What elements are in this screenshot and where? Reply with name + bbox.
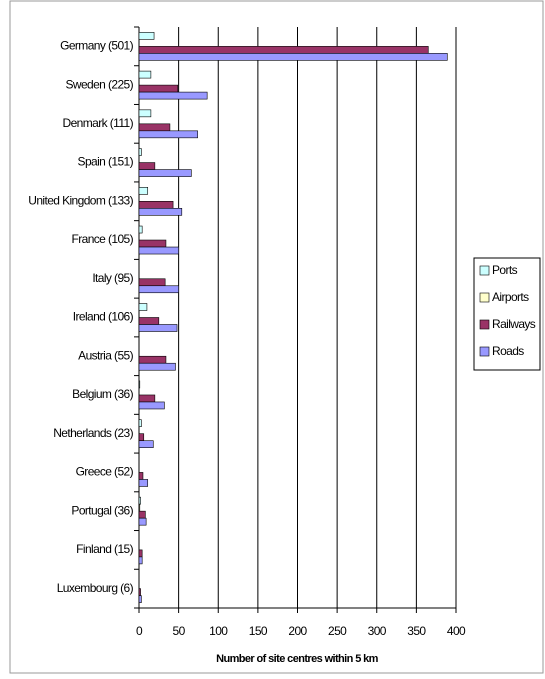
y-tick-label: Sweden (225) (65, 77, 133, 91)
y-tick-label: Belgium (36) (72, 387, 133, 401)
x-tick-label: 250 (328, 624, 347, 638)
bar (138, 517, 147, 526)
bar (138, 556, 143, 565)
y-tick-label: Spain (151) (78, 155, 134, 169)
x-tick-label: 350 (407, 624, 426, 638)
bar (138, 362, 176, 371)
bar (138, 46, 429, 54)
y-tick-label: United Kingdom (133) (28, 193, 133, 207)
bar (138, 246, 179, 255)
bar (138, 278, 166, 287)
bar (138, 496, 141, 505)
y-tick-label: France (105) (72, 232, 134, 246)
legend-swatch (479, 265, 490, 276)
y-tick-label: Greece (52) (76, 465, 134, 479)
bar (138, 285, 179, 294)
bar (138, 169, 192, 177)
bar (138, 162, 156, 170)
bar (138, 225, 143, 234)
bar (138, 123, 171, 132)
bar (138, 70, 152, 79)
bar (138, 208, 183, 216)
legend-label: Roads (492, 344, 524, 358)
bar (138, 419, 142, 428)
y-tick-label: Portugal (36) (71, 503, 133, 517)
bar (138, 440, 154, 449)
legend-swatch (479, 319, 490, 330)
bar (138, 549, 143, 558)
frame (9, 0, 544, 674)
x-tick-label: 150 (249, 624, 268, 638)
bar (138, 510, 146, 519)
bar (138, 595, 142, 603)
legend-label: Airports (492, 290, 529, 304)
bar (138, 91, 208, 100)
x-tick-label: 400 (447, 624, 466, 638)
y-tick-label: Netherlands (23) (53, 426, 133, 440)
bar (138, 109, 152, 118)
y-tick-label: Germany (501) (60, 39, 133, 53)
bar (138, 317, 160, 325)
bar (138, 433, 145, 442)
y-tick-label: Ireland (106) (73, 310, 134, 324)
bar (138, 239, 167, 248)
x-tick-label: 0 (136, 624, 143, 638)
bar (138, 394, 156, 403)
bar (138, 148, 142, 156)
legend-swatch (479, 292, 490, 303)
y-tick-label: Austria (55) (78, 348, 133, 362)
bar (138, 324, 178, 332)
bar (138, 503, 141, 512)
legend-label: Ports (492, 263, 518, 277)
y-tick-label: Luxembourg (6) (57, 581, 134, 595)
y-tick-label: Denmark (111) (63, 116, 134, 130)
legend-swatch (479, 346, 490, 357)
bar (138, 84, 179, 93)
bar (138, 472, 144, 480)
x-tick-label: 50 (173, 624, 186, 638)
x-tick-label: 300 (368, 624, 387, 638)
y-tick-label: Finland (15) (76, 542, 133, 556)
bar (138, 187, 149, 195)
bar (138, 130, 198, 139)
x-axis-label: Number of site centres within 5 km (216, 653, 379, 665)
bar (138, 401, 165, 410)
bar (138, 32, 155, 40)
bar (138, 380, 141, 389)
legend-label: Railways (492, 317, 536, 331)
x-tick-label: 200 (288, 624, 307, 638)
bar (138, 355, 167, 364)
bar (138, 303, 148, 311)
y-tick-label: Italy (95) (92, 271, 133, 285)
bar (138, 201, 174, 209)
x-tick-label: 100 (209, 624, 228, 638)
bar (138, 53, 448, 61)
bar (138, 588, 141, 596)
bar (138, 479, 149, 487)
